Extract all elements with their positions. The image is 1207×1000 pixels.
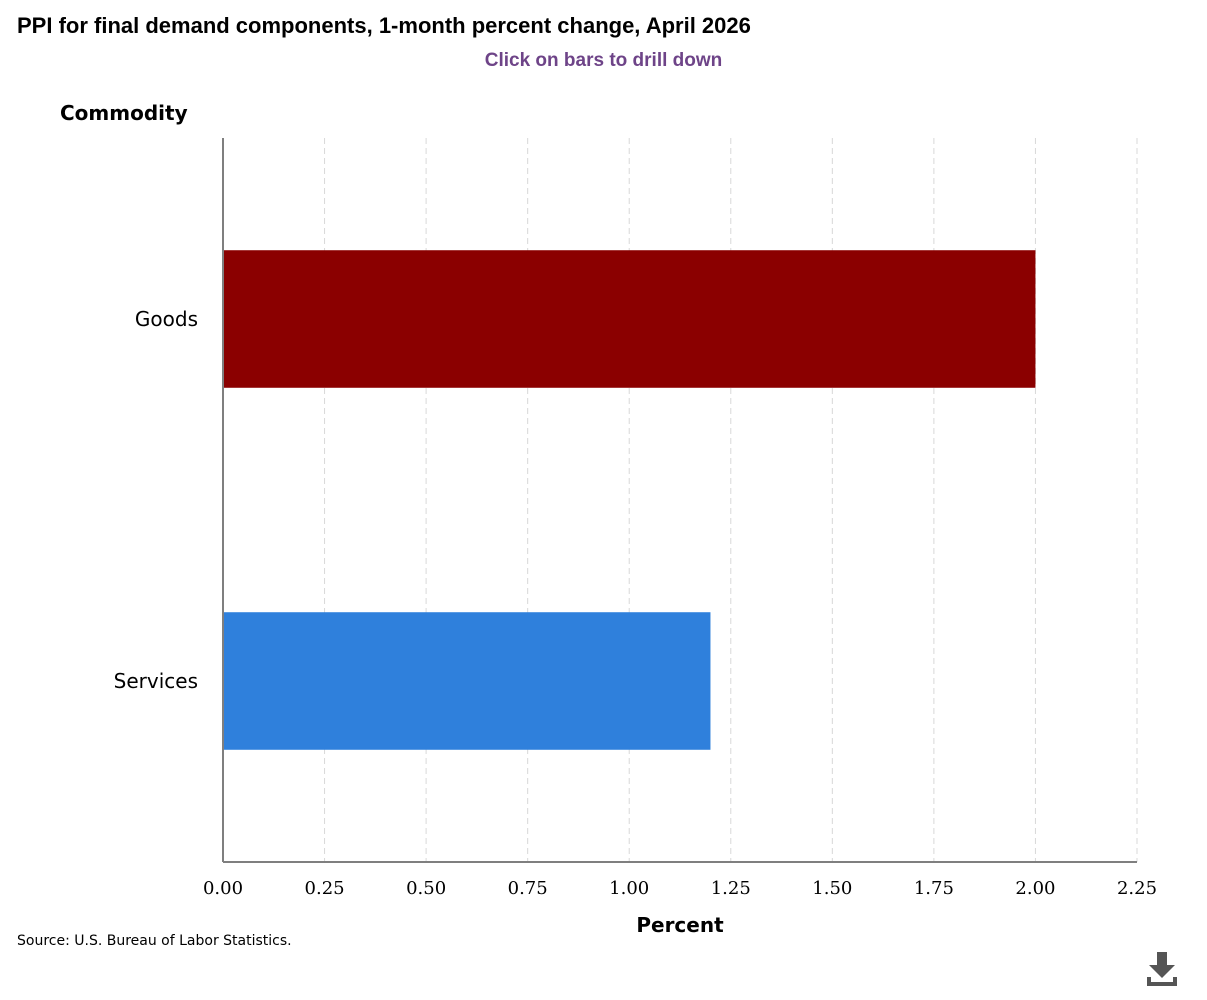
bar-services[interactable] [223, 612, 711, 750]
bar-goods[interactable] [223, 250, 1036, 388]
x-tick-label: 0.75 [508, 878, 548, 899]
x-tick-label: 0.25 [305, 878, 345, 899]
y-category-label: Goods [135, 307, 198, 331]
bars [223, 250, 1036, 750]
download-button[interactable] [1142, 950, 1182, 990]
x-tick-label: 1.00 [609, 878, 649, 899]
x-tick-label: 2.00 [1015, 878, 1055, 899]
source-note: Source: U.S. Bureau of Labor Statistics. [17, 933, 292, 949]
chart-subtitle: Click on bars to drill down [484, 50, 723, 71]
x-tick-label: 2.25 [1117, 878, 1157, 899]
axes [222, 138, 1137, 863]
y-category-label: Services [114, 669, 198, 693]
chart-title: PPI for final demand components, 1-month… [17, 13, 751, 38]
grid-lines [324, 138, 1138, 862]
y-category-labels: Goods Services [114, 307, 198, 693]
x-tick-label: 1.75 [914, 878, 954, 899]
x-tick-label: 1.50 [812, 878, 852, 899]
download-icon [1147, 952, 1177, 986]
x-tick-label: 1.25 [711, 878, 751, 899]
x-axis-title: Percent [636, 913, 724, 937]
x-tick-label: 0.50 [406, 878, 446, 899]
x-tick-label: 0.00 [203, 878, 243, 899]
y-axis-title: Commodity [60, 101, 188, 125]
x-tick-labels: 0.00 0.25 0.50 0.75 1.00 1.25 1.50 1.75 2.00 2.25 [203, 878, 1157, 899]
